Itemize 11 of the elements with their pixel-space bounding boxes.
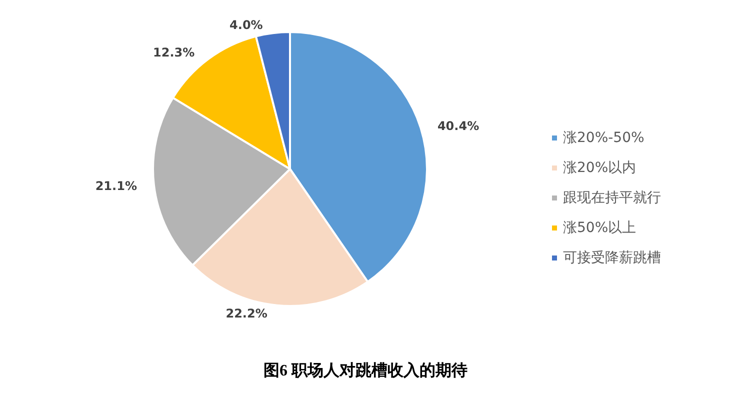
data-label: 21.1%: [95, 178, 137, 193]
data-label: 22.2%: [226, 306, 268, 320]
data-label: 4.0%: [230, 18, 263, 32]
legend-label: 涨50%以上: [563, 220, 636, 236]
legend-label: 跟现在持平就行: [563, 190, 661, 206]
data-label: 12.3%: [153, 46, 195, 60]
legend-label: 可接受降薪跳槽: [563, 250, 661, 266]
text: 图6 职场人对跳槽收入的期待: [264, 362, 468, 380]
legend-label: 涨20%以内: [563, 160, 636, 176]
data-label: 40.4%: [437, 118, 480, 133]
legend-label: 涨20%-50%: [563, 130, 644, 146]
